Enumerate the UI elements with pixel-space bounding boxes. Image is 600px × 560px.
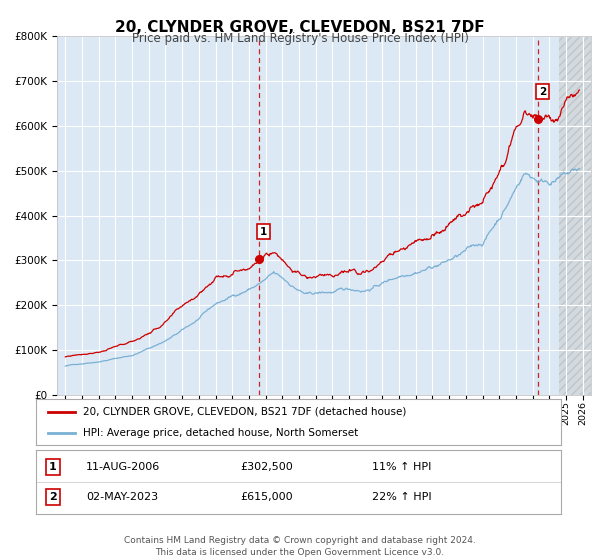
Text: 11% ↑ HPI: 11% ↑ HPI [372, 462, 431, 472]
Text: 22% ↑ HPI: 22% ↑ HPI [372, 492, 431, 502]
Text: £615,000: £615,000 [241, 492, 293, 502]
Text: 1: 1 [260, 226, 267, 236]
Text: 20, CLYNDER GROVE, CLEVEDON, BS21 7DF: 20, CLYNDER GROVE, CLEVEDON, BS21 7DF [115, 20, 485, 35]
Text: 02-MAY-2023: 02-MAY-2023 [86, 492, 158, 502]
Text: 11-AUG-2006: 11-AUG-2006 [86, 462, 160, 472]
Text: 2: 2 [49, 492, 56, 502]
Text: £302,500: £302,500 [241, 462, 293, 472]
Bar [559, 36, 591, 395]
Text: Price paid vs. HM Land Registry's House Price Index (HPI): Price paid vs. HM Land Registry's House … [131, 32, 469, 45]
Text: HPI: Average price, detached house, North Somerset: HPI: Average price, detached house, Nort… [83, 428, 359, 438]
Text: Contains HM Land Registry data © Crown copyright and database right 2024.
This d: Contains HM Land Registry data © Crown c… [124, 536, 476, 557]
Text: 20, CLYNDER GROVE, CLEVEDON, BS21 7DF (detached house): 20, CLYNDER GROVE, CLEVEDON, BS21 7DF (d… [83, 407, 407, 417]
Text: 1: 1 [49, 462, 56, 472]
Text: 2: 2 [539, 86, 546, 96]
